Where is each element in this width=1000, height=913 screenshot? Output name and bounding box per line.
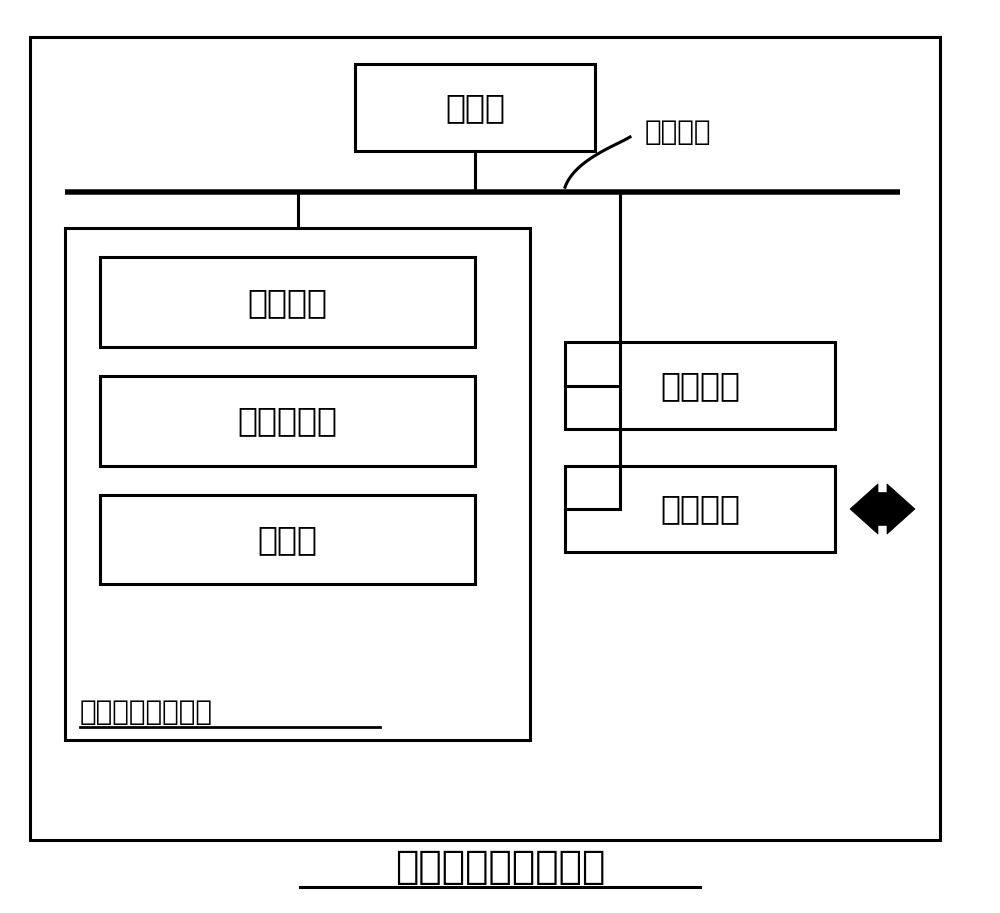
Bar	[355, 64, 595, 151]
Text: 网络接口: 网络接口	[660, 492, 740, 526]
Bar	[100, 376, 475, 466]
Bar	[30, 37, 940, 840]
Bar	[565, 342, 835, 429]
Polygon shape	[850, 484, 915, 534]
Bar	[65, 228, 530, 740]
Text: 数据库: 数据库	[258, 523, 318, 556]
Bar	[100, 257, 475, 347]
Text: 非易失性存储介质: 非易失性存储介质	[80, 698, 213, 726]
Text: 风控计算的处理设备: 风控计算的处理设备	[395, 848, 605, 887]
Bar	[565, 466, 835, 552]
Text: 处理器: 处理器	[445, 90, 505, 124]
Text: 内存储器: 内存储器	[660, 369, 740, 403]
Text: 操作系统: 操作系统	[248, 286, 328, 319]
Text: 系统总线: 系统总线	[645, 119, 712, 146]
Bar	[100, 495, 475, 584]
Text: 计算机程序: 计算机程序	[238, 404, 338, 437]
